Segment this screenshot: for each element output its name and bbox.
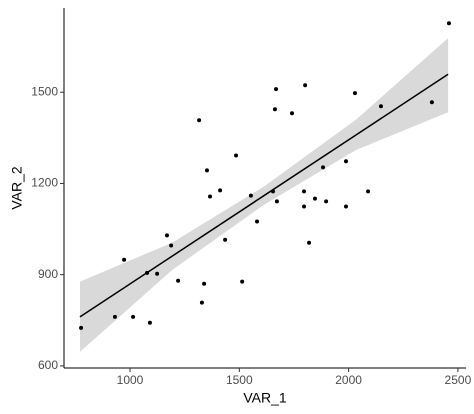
point xyxy=(169,243,174,248)
point xyxy=(218,188,223,193)
x-axis-title: VAR_1 xyxy=(243,390,287,406)
point xyxy=(343,204,348,209)
point xyxy=(112,314,117,319)
point xyxy=(307,240,312,245)
point xyxy=(378,104,383,109)
x-tick-label: 1000 xyxy=(117,373,144,387)
point xyxy=(289,111,294,116)
point xyxy=(208,194,213,199)
point xyxy=(199,300,204,305)
point xyxy=(223,237,228,242)
y-axis-title: VAR_2 xyxy=(9,166,25,210)
point xyxy=(272,107,277,112)
point xyxy=(240,279,245,284)
x-tick-label: 1500 xyxy=(226,373,253,387)
y-tick-label: 1200 xyxy=(31,176,58,190)
point xyxy=(248,193,253,198)
y-tick-label: 1500 xyxy=(31,84,58,98)
point xyxy=(312,196,317,201)
point xyxy=(302,204,307,209)
point xyxy=(155,271,160,276)
point xyxy=(343,159,348,164)
point xyxy=(164,233,169,238)
point xyxy=(234,153,239,158)
y-tick-label: 900 xyxy=(38,267,58,281)
point xyxy=(321,165,326,170)
y-tick-label: 600 xyxy=(38,358,58,372)
point xyxy=(176,278,181,283)
point xyxy=(79,325,84,330)
fit-line xyxy=(79,73,449,318)
point xyxy=(429,100,434,105)
point xyxy=(202,281,207,286)
point xyxy=(204,168,209,173)
point xyxy=(131,314,136,319)
x-tick-label: 2000 xyxy=(335,373,362,387)
point xyxy=(255,219,260,224)
point xyxy=(366,189,371,194)
point xyxy=(324,199,329,204)
point xyxy=(122,257,127,262)
point xyxy=(446,21,451,26)
point xyxy=(274,87,279,92)
point xyxy=(303,83,308,88)
point xyxy=(147,320,152,325)
point xyxy=(274,199,279,204)
point xyxy=(197,118,202,123)
x-tick-label: 2500 xyxy=(445,373,472,387)
point xyxy=(302,189,307,194)
point xyxy=(352,91,357,96)
